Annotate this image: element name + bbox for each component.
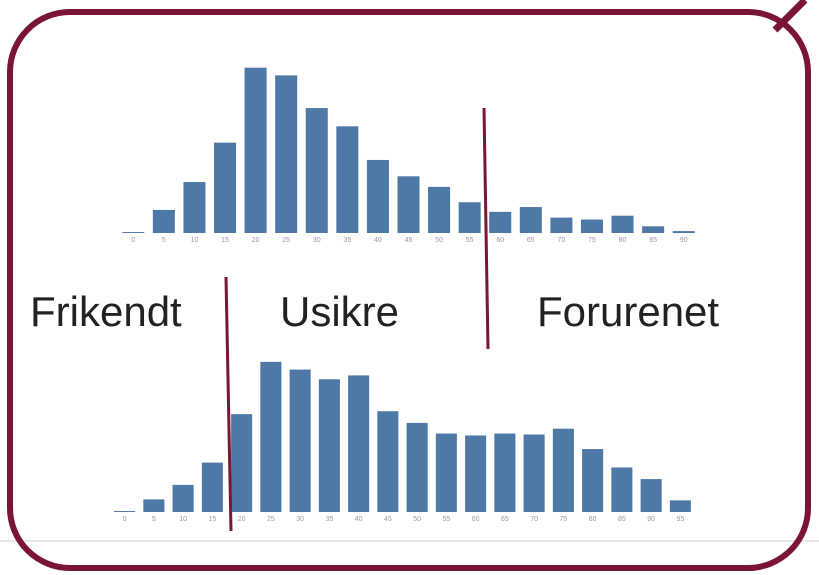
- x-tick-label: 5: [152, 516, 156, 523]
- bar: [489, 211, 512, 233]
- bar: [611, 467, 633, 512]
- x-tick-label: 25: [282, 237, 290, 244]
- charts: 0 5 10 15 20 25 30 35 40 45 50 55 60 65 70 75 80 85 90 0 5 10…: [114, 67, 695, 523]
- bar: [669, 500, 691, 512]
- bar: [582, 449, 604, 512]
- x-tick-label: 20: [252, 237, 260, 244]
- x-tick-label: 75: [588, 237, 596, 244]
- x-tick-label: 50: [435, 237, 443, 244]
- x-tick-label: 0: [131, 237, 135, 244]
- bar: [366, 159, 389, 233]
- bar: [214, 142, 237, 233]
- bar: [244, 67, 267, 233]
- x-tick-label: 65: [501, 516, 509, 523]
- bar: [494, 433, 516, 512]
- bar: [318, 379, 340, 512]
- x-tick-label: 90: [680, 237, 688, 244]
- x-tick-label: 50: [413, 516, 421, 523]
- bar: [580, 219, 603, 233]
- bar: [550, 217, 573, 233]
- x-tick-label: 55: [466, 237, 474, 244]
- bar: [172, 484, 194, 512]
- threshold-line: [224, 276, 233, 532]
- x-tick-label: 60: [496, 237, 504, 244]
- bar: [305, 108, 328, 233]
- x-tick-label: 30: [313, 237, 321, 244]
- x-tick-label: 70: [557, 237, 565, 244]
- x-tick-label: 85: [649, 237, 657, 244]
- bar: [642, 226, 665, 233]
- x-tick-label: 70: [530, 516, 538, 523]
- frame: [7, 9, 811, 571]
- bar: [523, 434, 545, 512]
- x-tick-label: 30: [296, 516, 304, 523]
- bar: [183, 182, 206, 233]
- frame-tail: [772, 0, 808, 33]
- bar: [348, 375, 370, 512]
- x-tick-label: 35: [325, 516, 333, 523]
- threshold-line: [482, 107, 490, 350]
- x-tick-label: 45: [405, 237, 413, 244]
- bar: [231, 414, 253, 512]
- x-tick-label: 55: [442, 516, 450, 523]
- bar: [611, 215, 634, 233]
- x-tick-label: 35: [343, 237, 351, 244]
- x-tick-label: 40: [374, 237, 382, 244]
- x-tick-label: 90: [647, 516, 655, 523]
- x-tick-label: 60: [472, 516, 480, 523]
- x-tick-label: 75: [559, 516, 567, 523]
- bar: [435, 433, 457, 512]
- bar: [260, 361, 282, 512]
- x-tick-label: 25: [267, 516, 275, 523]
- x-tick-label: 95: [676, 516, 684, 523]
- bar: [143, 499, 165, 512]
- annotation: Frikendt: [30, 288, 182, 335]
- bar: [377, 411, 399, 512]
- bar: [289, 369, 311, 512]
- bar: [672, 231, 695, 233]
- x-tick-label: 10: [191, 237, 199, 244]
- x-tick-label: 80: [589, 516, 597, 523]
- bar: [428, 186, 451, 233]
- x-tick-label: 5: [162, 237, 166, 244]
- bar: [552, 428, 574, 512]
- x-tick-label: 45: [384, 516, 392, 523]
- bar: [275, 75, 298, 233]
- bar: [336, 126, 359, 233]
- bar: [201, 462, 223, 512]
- bar: [114, 511, 136, 512]
- bar: [406, 422, 428, 512]
- x-tick-label: 80: [619, 237, 627, 244]
- bar: [640, 479, 662, 512]
- bar: [152, 209, 175, 233]
- bar: [122, 232, 145, 233]
- annotation: Usikre: [280, 288, 399, 335]
- annotation: Forurenet: [537, 288, 719, 335]
- x-tick-label: 10: [179, 516, 187, 523]
- bar: [458, 202, 481, 233]
- x-tick-label: 15: [208, 516, 216, 523]
- x-tick-label: 15: [221, 237, 229, 244]
- bar: [397, 176, 420, 233]
- x-tick-label: 0: [123, 516, 127, 523]
- bar: [465, 435, 487, 512]
- bar: [519, 207, 542, 233]
- x-tick-label: 65: [527, 237, 535, 244]
- x-tick-label: 20: [238, 516, 246, 523]
- x-tick-label: 85: [618, 516, 626, 523]
- x-tick-label: 40: [355, 516, 363, 523]
